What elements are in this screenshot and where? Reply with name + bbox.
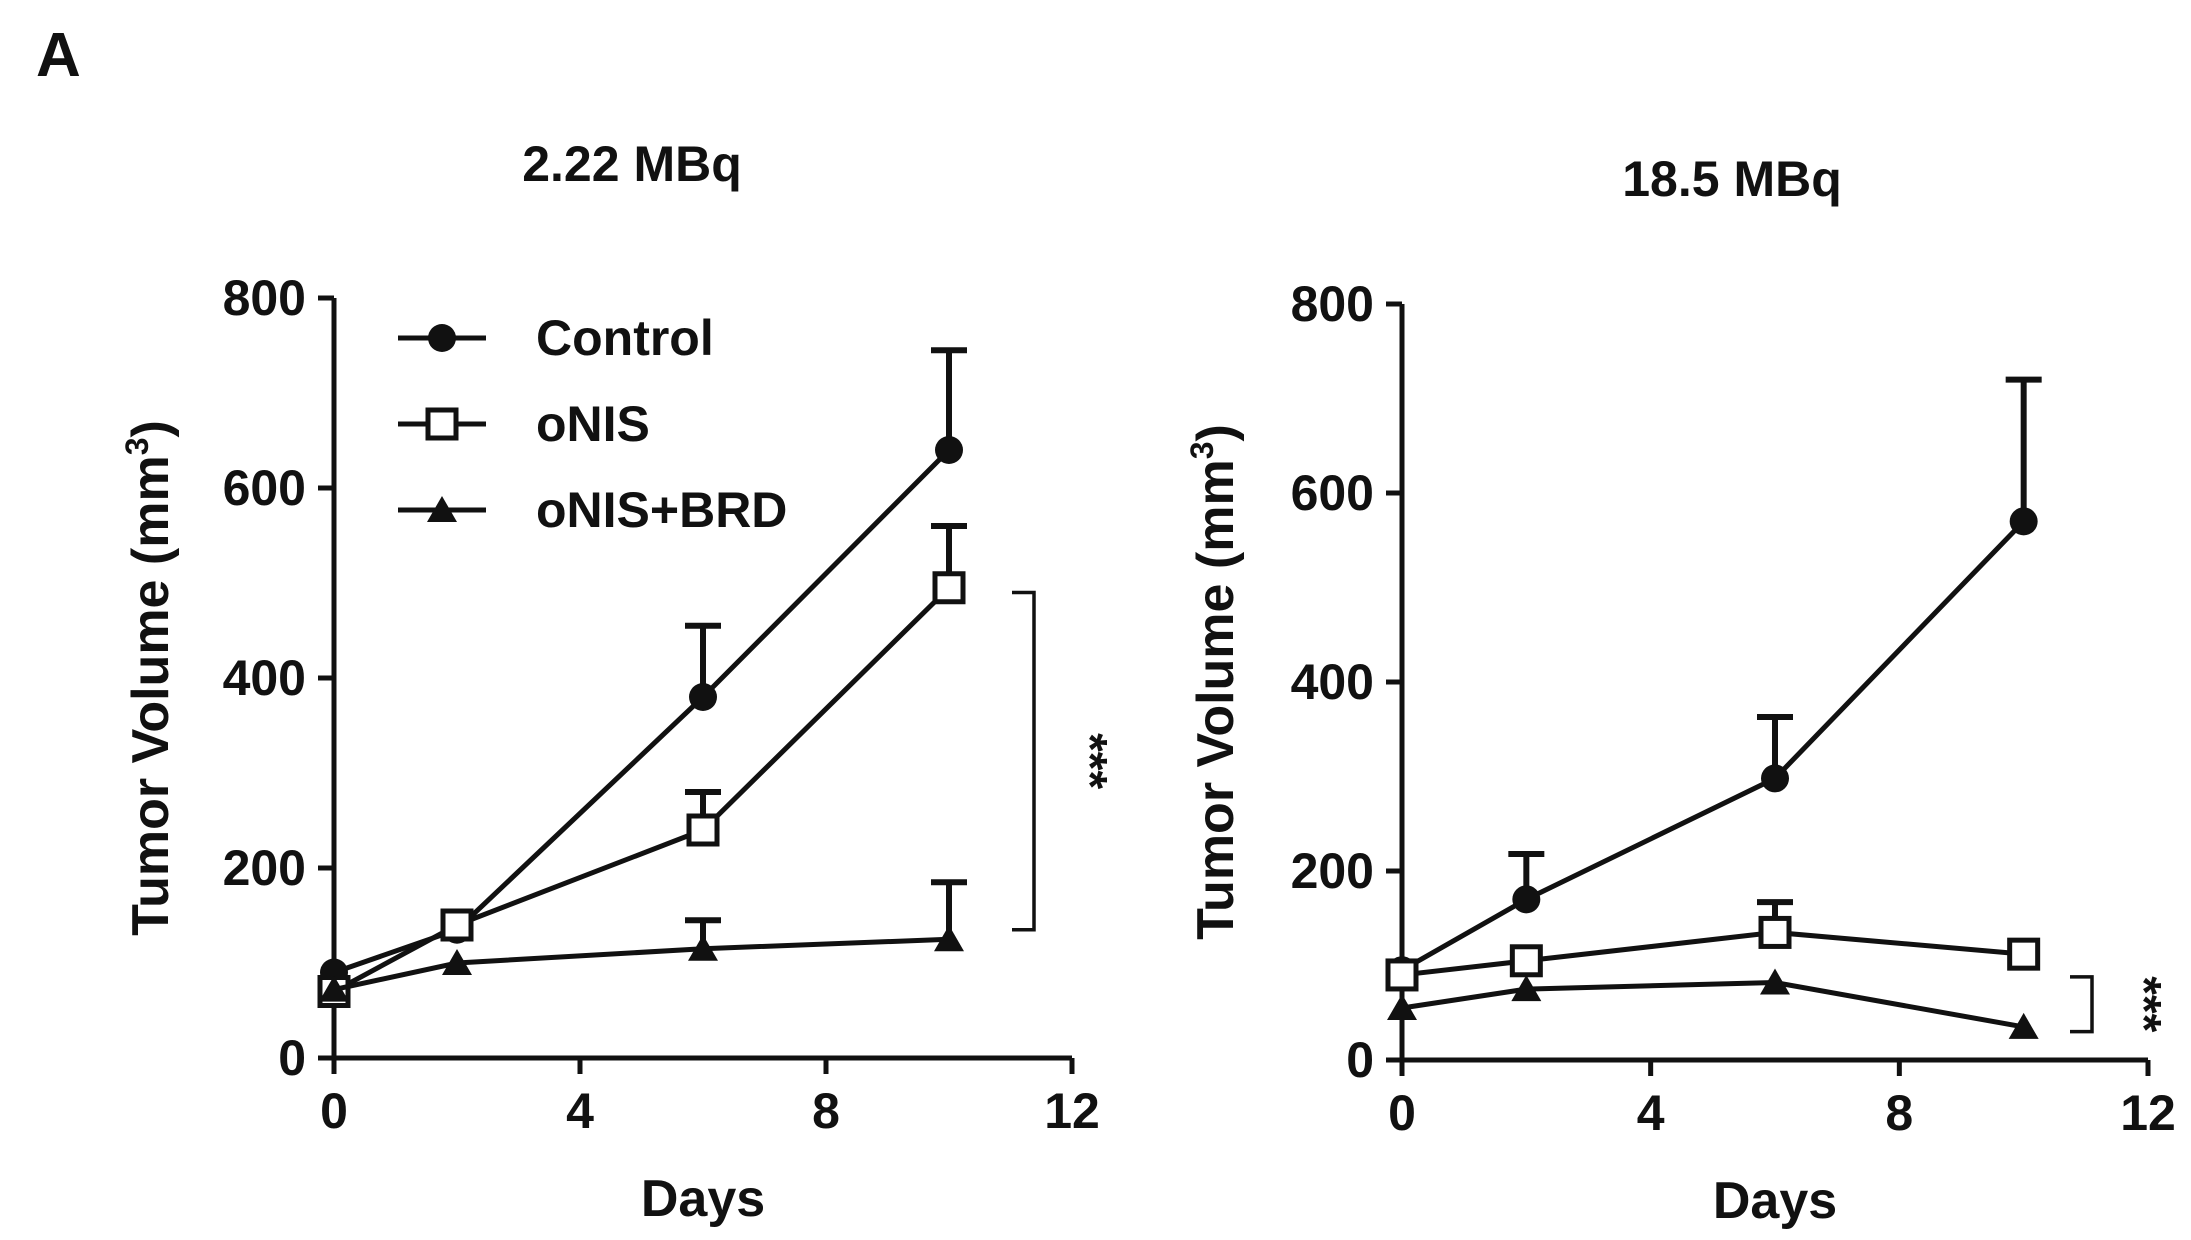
data-point-onis <box>1509 944 1543 978</box>
significance-bracket <box>2070 975 2094 1034</box>
y-tick-label: 400 <box>1291 654 1374 710</box>
y-axis-label: Tumor Volume (mm3) <box>1184 424 1245 940</box>
significance-label: *** <box>2117 976 2170 1032</box>
data-point-control <box>935 436 963 464</box>
data-point-onis-brd <box>442 949 472 975</box>
x-tick-label: 8 <box>812 1083 840 1139</box>
legend-marker-onis <box>425 407 459 441</box>
x-tick-label: 8 <box>1885 1085 1913 1141</box>
data-point-onis-brd <box>1760 968 1790 995</box>
data-point-control <box>2009 507 2038 536</box>
y-tick-label: 200 <box>1291 843 1374 899</box>
legend-label: oNIS <box>536 396 650 452</box>
data-point-onis <box>932 571 966 605</box>
x-tick-label: 4 <box>1637 1085 1665 1141</box>
y-tick-label: 0 <box>278 1030 306 1086</box>
data-point-control <box>1512 885 1541 914</box>
data-point-onis-brd <box>688 934 718 961</box>
y-tick-label: 800 <box>1291 276 1374 332</box>
series-line-control <box>1400 519 2026 973</box>
series-line-onis <box>1401 929 2024 978</box>
x-tick-label: 12 <box>1044 1083 1100 1139</box>
y-axis-label-close: ) <box>122 420 180 437</box>
legend-label: Control <box>536 310 714 366</box>
significance-label: *** <box>1063 733 1116 789</box>
chart-title: 2.22 MBq <box>522 136 742 192</box>
chart-left: 2.22 MBq 0 200 400 600 800 0 4 8 12 Days Tumor Volu… <box>119 136 1116 1228</box>
legend-marker-onis-brd <box>427 496 457 522</box>
y-axis-label-superscript: 3 <box>1184 441 1220 459</box>
x-tick-label: 0 <box>320 1083 348 1139</box>
y-tick-label: 600 <box>1291 465 1374 521</box>
data-point-onis <box>686 813 720 847</box>
y-axis-label-close: ) <box>1187 424 1245 441</box>
series-line-onis <box>332 585 951 994</box>
data-point-onis <box>1385 958 1419 992</box>
y-axis-label-main: Tumor Volume (mm <box>122 455 180 936</box>
series-line-control <box>333 448 951 975</box>
x-axis-label: Days <box>1713 1172 1837 1230</box>
data-point-onis-brd <box>934 925 964 952</box>
y-tick-label: 600 <box>223 460 306 516</box>
data-point-onis-brd <box>1387 994 1417 1021</box>
y-tick-label: 200 <box>223 840 306 896</box>
y-axis-label-main: Tumor Volume (mm <box>1187 459 1245 940</box>
legend-label: oNIS+BRD <box>536 482 787 538</box>
significance-bracket <box>1012 590 1036 932</box>
series-line-onis-brd <box>333 936 950 993</box>
x-tick-label: 12 <box>2120 1085 2176 1141</box>
data-point-onis-brd <box>319 975 349 1002</box>
y-axis-label-superscript: 3 <box>119 437 155 455</box>
panel-letter: A <box>36 21 81 90</box>
data-point-onis <box>1758 915 1792 949</box>
chart-right: 18.5 MBq 0 200 400 600 800 0 4 8 12 Days Tumor Volu… <box>1184 151 2176 1230</box>
data-point-control <box>689 683 717 711</box>
y-tick-label: 800 <box>223 270 306 326</box>
legend: Control oNIS oNIS+BRD <box>398 310 787 538</box>
legend-marker-control <box>428 324 456 352</box>
y-axis-label: Tumor Volume (mm3) <box>119 420 180 936</box>
x-tick-label: 4 <box>566 1083 594 1139</box>
data-point-onis <box>440 908 474 942</box>
data-point-onis <box>2007 937 2041 971</box>
y-tick-label: 0 <box>1346 1032 1374 1088</box>
data-point-onis-brd <box>2008 1012 2039 1039</box>
data-point-control <box>1761 764 1789 793</box>
series-line-onis-brd <box>1401 980 2025 1030</box>
chart-title: 18.5 MBq <box>1622 151 1842 207</box>
x-tick-label: 0 <box>1388 1085 1416 1141</box>
data-point-onis-brd <box>1511 975 1542 1002</box>
y-tick-label: 400 <box>223 650 306 706</box>
x-axis-label: Days <box>641 1170 765 1228</box>
